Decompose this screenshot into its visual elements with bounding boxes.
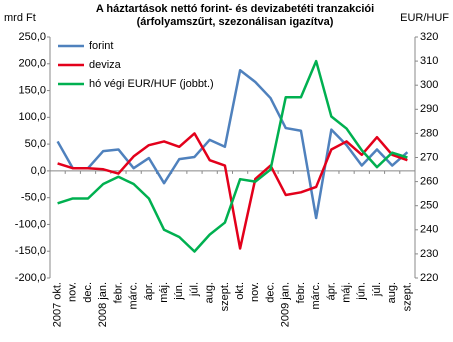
y-tick-label: -150,0 xyxy=(15,245,46,257)
legend-label: hó végi EUR/HUF (jobbt.) xyxy=(89,78,214,90)
y2-tick-label: 290 xyxy=(420,103,438,115)
y-tick-label: 50,0 xyxy=(25,138,46,150)
y-tick-label: -50,0 xyxy=(21,192,46,204)
x-tick-label: 2008 jan. xyxy=(97,282,109,327)
y2-axis-label: EUR/HUF xyxy=(400,12,449,24)
y2-tick-label: 300 xyxy=(420,79,438,91)
x-tick-label: ápr. xyxy=(325,282,337,300)
series-line xyxy=(57,132,408,250)
y-tick-label: 200,0 xyxy=(18,58,46,70)
y-tick-label: 150,0 xyxy=(18,84,46,96)
chart-subtitle: (árfolyamszűrt, szezonálisan igazítva) xyxy=(137,16,334,28)
x-tick-label: ápr. xyxy=(143,282,155,300)
x-tick-label: febr. xyxy=(295,282,307,303)
y-tick-label: -100,0 xyxy=(15,218,46,230)
y-tick-label: 250,0 xyxy=(18,31,46,43)
x-tick-label: júl. xyxy=(371,282,383,297)
y2-tick-label: 240 xyxy=(420,224,438,236)
y-tick-label: 0,0 xyxy=(31,165,46,177)
x-tick-label: okt. xyxy=(234,282,246,300)
x-tick-label: márc. xyxy=(128,282,140,310)
y2-tick-label: 280 xyxy=(420,127,438,139)
series-line xyxy=(57,59,408,253)
y-tick-label: -200,0 xyxy=(15,272,46,284)
x-tick-label: aug. xyxy=(386,282,398,303)
x-tick-label: szept. xyxy=(401,282,413,311)
series-line xyxy=(56,68,409,220)
y-tick-label: 100,0 xyxy=(18,111,46,123)
y2-tick-label: 310 xyxy=(420,55,438,67)
x-tick-label: máj. xyxy=(340,282,352,303)
x-tick-label: jún. xyxy=(173,282,185,301)
x-tick-label: júl. xyxy=(188,282,200,297)
legend-label: deviza xyxy=(89,59,122,71)
x-tick-label: szept. xyxy=(219,282,231,311)
y2-tick-label: 270 xyxy=(420,151,438,163)
x-tick-label: febr. xyxy=(112,282,124,303)
y2-tick-label: 260 xyxy=(420,176,438,188)
x-tick-label: máj. xyxy=(158,282,170,303)
y2-tick-label: 230 xyxy=(420,248,438,260)
y2-tick-label: 320 xyxy=(420,31,438,43)
x-tick-label: 2007 okt. xyxy=(52,282,64,327)
x-tick-label: 2009 jan. xyxy=(280,282,292,327)
x-tick-label: aug. xyxy=(204,282,216,303)
x-tick-label: nov. xyxy=(67,282,79,302)
x-tick-label: dec. xyxy=(264,282,276,303)
x-tick-label: nov. xyxy=(249,282,261,302)
x-tick-label: dec. xyxy=(82,282,94,303)
y-axis-label: mrd Ft xyxy=(4,12,36,24)
y2-tick-label: 250 xyxy=(420,200,438,212)
legend-label: forint xyxy=(89,40,113,52)
x-tick-label: jún. xyxy=(356,282,368,301)
y2-tick-label: 220 xyxy=(420,272,438,284)
x-tick-label: márc. xyxy=(310,282,322,310)
chart-title: A háztartások nettó forint- és devizabet… xyxy=(96,3,374,15)
